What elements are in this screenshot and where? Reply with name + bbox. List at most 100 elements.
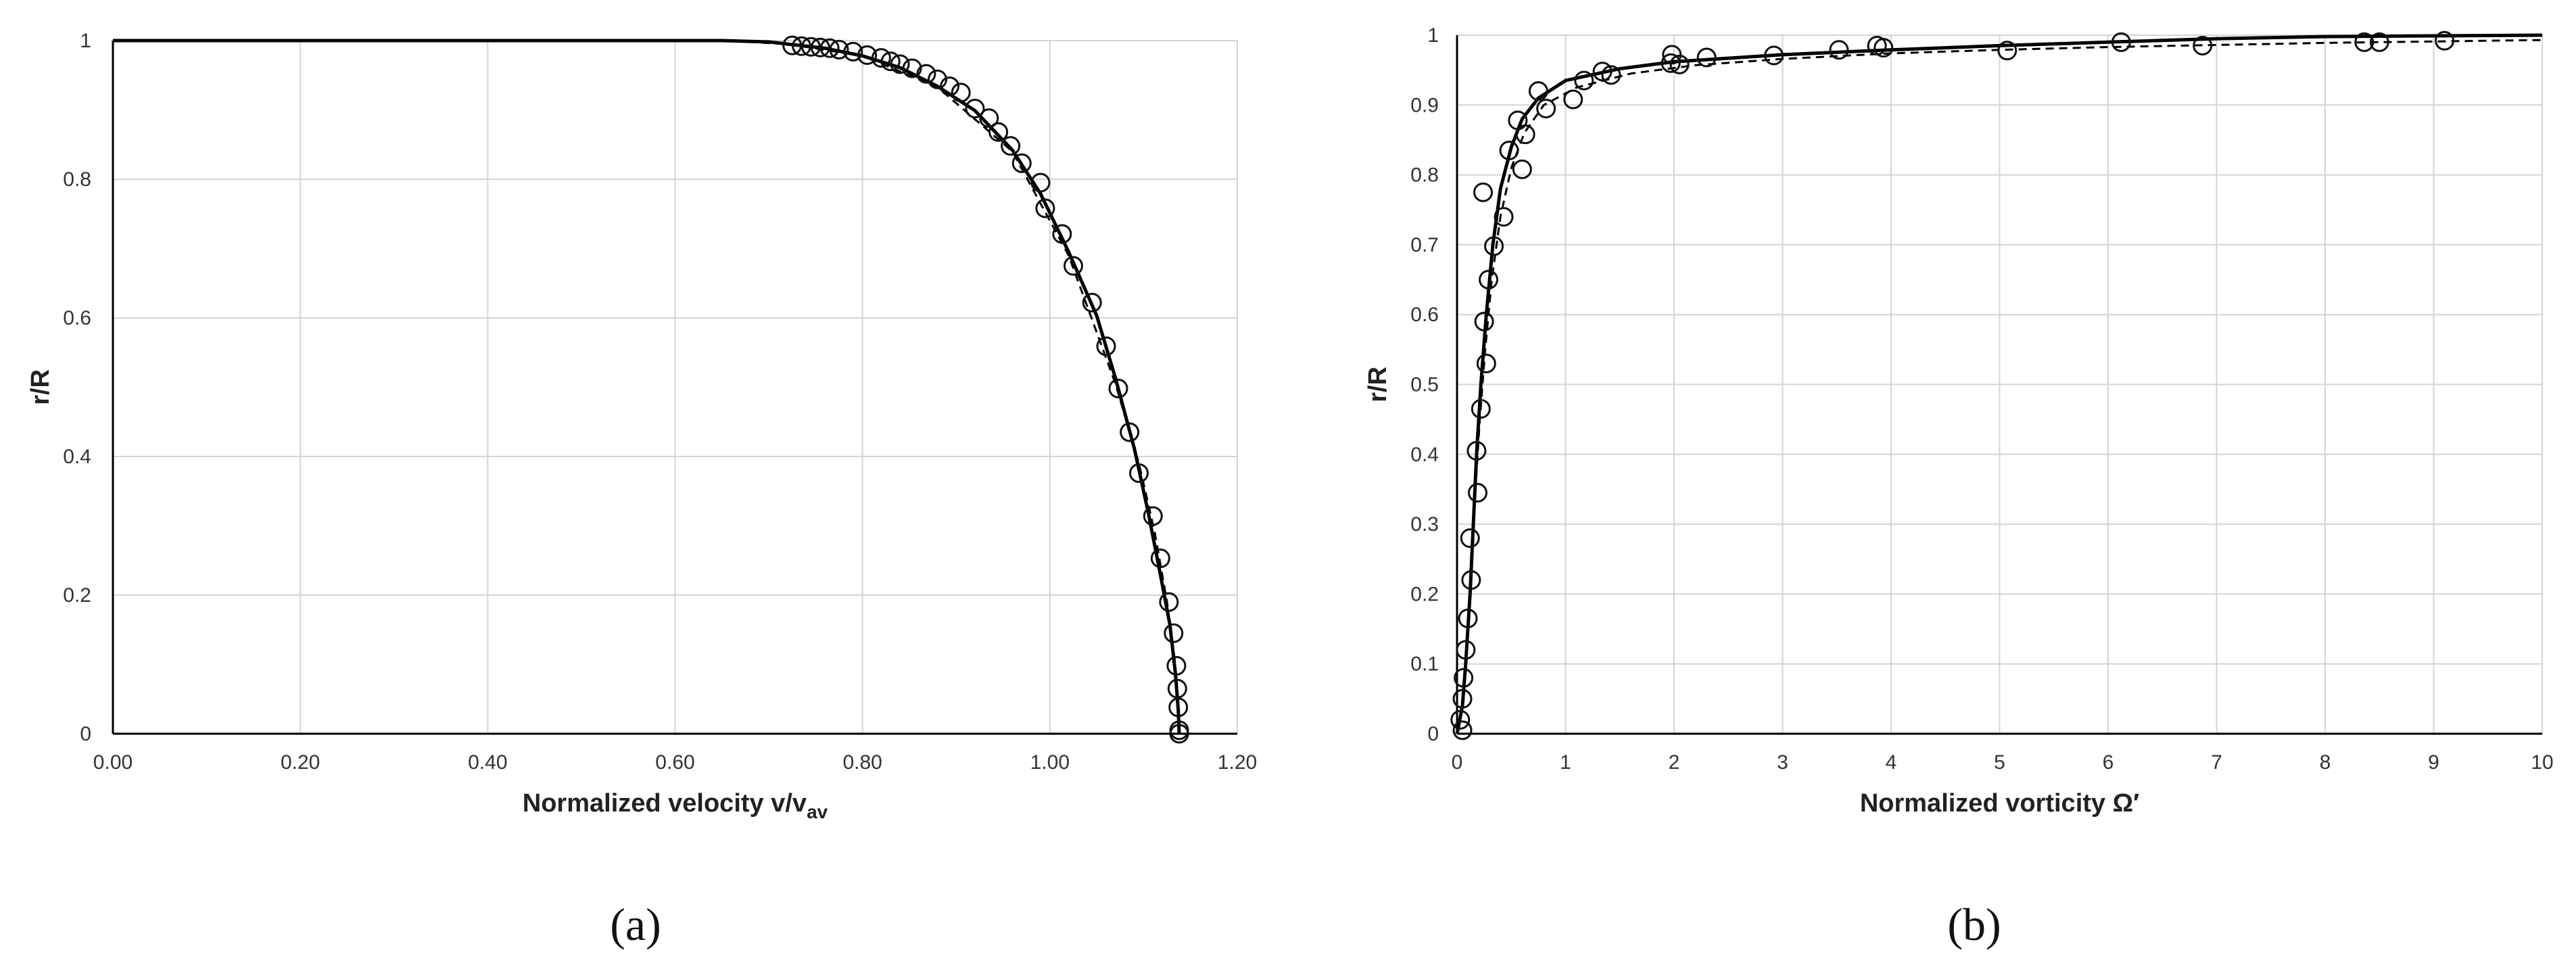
data-point-marker [1494,207,1514,227]
data-point-marker [2369,32,2389,52]
data-point-marker [1466,441,1487,461]
y-tick-label: 0.2 [1410,583,1439,605]
data-point-marker [1450,709,1471,730]
data-point-marker [1669,54,1690,74]
x-tick-label: 0.40 [468,751,507,774]
data-point-marker [1143,506,1163,526]
data-point-marker [1764,45,1784,66]
data-point-marker [1108,379,1128,399]
data-point-marker [951,83,971,103]
data-point-marker [2354,32,2375,52]
data-point-marker [1167,678,1187,699]
data-point-marker [902,58,922,78]
data-point-marker [1063,256,1083,276]
data-point-marker [1536,98,1556,118]
data-point-marker [940,76,960,97]
x-axis-title-subscript: av [807,801,828,822]
data-point-marker [1479,270,1499,290]
data-point-marker [1452,688,1473,709]
data-point-marker [1164,623,1184,643]
data-point-marker [1499,140,1519,160]
data-point-marker [1696,47,1717,68]
data-point-marker [1473,182,1494,202]
y-tick-label: 0 [1427,723,1439,745]
panel-label: (b) [1947,899,2001,950]
data-point-marker [1574,70,1594,91]
data-point-marker [890,54,910,74]
data-point-marker [1476,354,1496,374]
data-point-marker [782,35,803,55]
y-tick-label: 1 [80,30,91,52]
chart-panel-b: 0 1 2 3 4 5 6 7 8 9 10 0 0.1 0.2 0.3 0.4 0.5 0.6 0.7 0.8 0.9… [1364,24,2554,950]
data-point-marker [1169,724,1189,744]
data-point-marker [1467,483,1487,503]
data-point-marker [1874,38,1894,58]
data-point-marker [1471,399,1491,419]
x-tick-label: 5 [1994,751,2005,774]
y-tick-label: 0.9 [1410,94,1439,116]
data-point-marker [1528,81,1548,101]
y-tick-label: 0.8 [1410,164,1439,187]
data-point-marker [979,108,999,128]
data-point-marker [880,51,901,72]
x-tick-label: 9 [2428,751,2439,774]
y-tick-label: 0.6 [63,307,91,329]
x-tick-label: 0.00 [93,751,133,774]
x-tick-label: 2 [1669,751,1680,774]
data-point-marker [1458,609,1478,629]
data-point-marker [1454,667,1474,688]
data-point-marker [1159,592,1179,612]
y-tick-label: 0.3 [1410,513,1439,536]
x-tick-label: 6 [2103,751,2114,774]
data-point-marker [857,45,878,66]
data-point-marker [1512,159,1532,179]
x-tick-label: 4 [1886,751,1897,774]
data-point-marker [1460,528,1480,548]
data-point-marker [1452,720,1473,740]
y-tick-label: 0.4 [63,446,91,468]
data-point-marker [2193,35,2213,55]
y-axis-title: r/R [26,369,55,405]
data-point-marker [871,48,891,68]
data-point-marker [1168,697,1189,717]
y-tick-label: 0.2 [63,584,91,607]
y-tick-label: 0.6 [1410,304,1439,326]
x-axis-title: Normalized vorticity Ω′ [1860,789,2139,818]
chart-panel-a: 0.00 0.20 0.40 0.60 0.80 1.00 1.20 0 0.2 0.4 0.6 0.… [26,30,1257,950]
data-point-marker [2435,30,2455,51]
y-axis-title: r/R [1364,367,1392,402]
x-tick-label: 10 [2531,751,2553,774]
data-point-marker [1661,53,1681,73]
data-point-marker [1662,45,1682,65]
x-tick-label: 0.80 [842,751,882,774]
data-point-marker [1011,153,1032,173]
data-point-marker [843,41,863,62]
data-point-marker [1030,172,1051,193]
data-point-marker [829,39,849,60]
data-point-marker [965,98,985,118]
x-tick-label: 0 [1452,751,1463,774]
panel-label: (a) [610,899,661,950]
data-point-marker [1456,640,1476,660]
y-tick-label: 0.1 [1410,653,1439,676]
data-point-marker [1563,89,1583,110]
data-point-marker [1035,198,1055,218]
data-point-marker [1120,422,1140,442]
data-point-marker [1829,40,1849,60]
data-point-marker [1096,336,1116,356]
data-point-marker [792,36,812,56]
data-point-marker [1001,136,1021,156]
data-point-marker [1052,224,1072,244]
dashed-series-line [1456,39,2543,734]
data-point-marker [1166,656,1187,676]
data-point-marker [1997,41,2018,61]
x-tick-label: 7 [2211,751,2222,774]
data-point-marker [2111,32,2131,52]
data-point-marker [1601,65,1621,85]
y-tick-label: 0.4 [1410,444,1439,466]
x-tick-label: 0.60 [655,751,694,774]
data-point-marker [1474,312,1494,332]
data-point-marker [1484,236,1504,256]
y-tick-label: 1 [1427,24,1439,47]
